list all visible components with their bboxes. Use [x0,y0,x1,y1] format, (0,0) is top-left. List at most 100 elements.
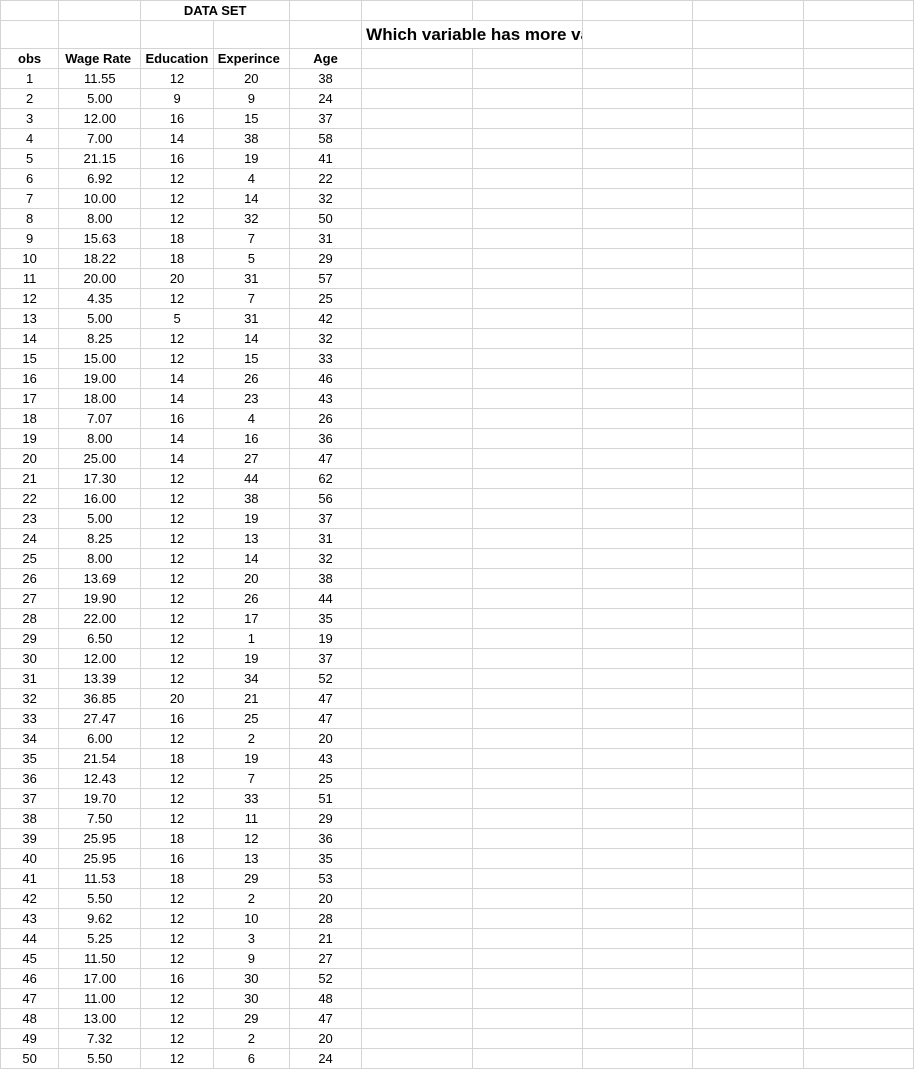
cell-obs[interactable]: 2 [1,89,59,109]
blank-cell[interactable] [582,849,692,869]
cell-education[interactable]: 18 [141,229,213,249]
blank-cell[interactable] [472,909,582,929]
blank-cell[interactable] [472,329,582,349]
cell-experience[interactable]: 2 [213,729,289,749]
blank-cell[interactable] [582,109,692,129]
blank-cell[interactable] [362,669,472,689]
cell-age[interactable]: 26 [289,409,361,429]
blank-cell[interactable] [582,329,692,349]
blank-cell[interactable] [582,369,692,389]
blank-cell[interactable] [803,49,913,69]
cell-wage-rate[interactable]: 5.00 [59,309,141,329]
cell-education[interactable]: 18 [141,869,213,889]
blank-cell[interactable] [693,849,803,869]
blank-cell[interactable] [472,1,582,21]
cell-age[interactable]: 37 [289,509,361,529]
blank-cell[interactable] [582,469,692,489]
cell-education[interactable]: 12 [141,589,213,609]
blank-cell[interactable] [472,189,582,209]
cell-obs[interactable]: 16 [1,369,59,389]
blank-cell[interactable] [693,69,803,89]
cell-education[interactable]: 12 [141,349,213,369]
blank-cell[interactable] [582,49,692,69]
cell-wage-rate[interactable]: 8.00 [59,429,141,449]
cell-education[interactable]: 12 [141,529,213,549]
cell-experience[interactable]: 21 [213,689,289,709]
cell-wage-rate[interactable]: 11.50 [59,949,141,969]
blank-cell[interactable] [582,609,692,629]
cell-age[interactable]: 47 [289,709,361,729]
cell-experience[interactable]: 2 [213,1029,289,1049]
cell-education[interactable]: 12 [141,669,213,689]
cell-obs[interactable]: 49 [1,1029,59,1049]
blank-cell[interactable] [803,429,913,449]
blank-cell[interactable] [693,1029,803,1049]
cell-education[interactable]: 12 [141,289,213,309]
cell-experience[interactable]: 9 [213,89,289,109]
cell-obs[interactable]: 40 [1,849,59,869]
blank-cell[interactable] [362,569,472,589]
cell-education[interactable]: 14 [141,389,213,409]
cell-obs[interactable]: 46 [1,969,59,989]
blank-cell[interactable] [803,829,913,849]
blank-cell[interactable] [582,129,692,149]
blank-cell[interactable] [803,209,913,229]
blank-cell[interactable] [693,349,803,369]
blank-cell[interactable] [803,409,913,429]
blank-cell[interactable] [693,649,803,669]
cell-wage-rate[interactable]: 7.00 [59,129,141,149]
cell-wage-rate[interactable]: 6.50 [59,629,141,649]
cell-obs[interactable]: 23 [1,509,59,529]
cell-experience[interactable]: 12 [213,829,289,849]
cell-age[interactable]: 20 [289,889,361,909]
blank-cell[interactable] [582,349,692,369]
blank-cell[interactable] [582,689,692,709]
blank-cell[interactable] [362,349,472,369]
blank-cell[interactable] [362,269,472,289]
blank-cell[interactable] [803,289,913,309]
cell-wage-rate[interactable]: 27.47 [59,709,141,729]
cell-experience[interactable]: 32 [213,209,289,229]
cell-age[interactable]: 53 [289,869,361,889]
cell-education[interactable]: 12 [141,209,213,229]
blank-cell[interactable] [582,1009,692,1029]
blank-cell[interactable] [472,409,582,429]
cell-obs[interactable]: 38 [1,809,59,829]
cell-obs[interactable]: 37 [1,789,59,809]
blank-cell[interactable] [362,969,472,989]
cell-experience[interactable]: 19 [213,149,289,169]
cell-experience[interactable]: 19 [213,749,289,769]
blank-cell[interactable] [693,589,803,609]
cell-education[interactable]: 18 [141,749,213,769]
blank-cell[interactable] [693,529,803,549]
cell-experience[interactable]: 30 [213,989,289,1009]
blank-cell[interactable] [362,929,472,949]
cell-obs[interactable]: 44 [1,929,59,949]
cell-age[interactable]: 38 [289,569,361,589]
blank-cell[interactable] [582,969,692,989]
cell-experience[interactable]: 19 [213,649,289,669]
blank-cell[interactable] [803,509,913,529]
blank-cell[interactable] [582,869,692,889]
blank-cell[interactable] [803,789,913,809]
blank-cell[interactable] [472,129,582,149]
question-cell-continued[interactable] [582,21,692,49]
blank-cell[interactable] [693,109,803,129]
blank-cell[interactable] [693,549,803,569]
cell-experience[interactable]: 13 [213,529,289,549]
blank-cell[interactable] [362,1029,472,1049]
blank-cell[interactable] [362,629,472,649]
blank-cell[interactable] [803,629,913,649]
blank-cell[interactable] [693,669,803,689]
blank-cell[interactable] [693,329,803,349]
cell-wage-rate[interactable]: 6.92 [59,169,141,189]
blank-cell[interactable] [693,869,803,889]
blank-cell[interactable] [582,69,692,89]
cell-education[interactable]: 12 [141,769,213,789]
cell-education[interactable]: 16 [141,409,213,429]
blank-cell[interactable] [362,149,472,169]
cell-age[interactable]: 27 [289,949,361,969]
cell-obs[interactable]: 3 [1,109,59,129]
header-age[interactable]: Age [289,49,361,69]
cell-education[interactable]: 12 [141,629,213,649]
